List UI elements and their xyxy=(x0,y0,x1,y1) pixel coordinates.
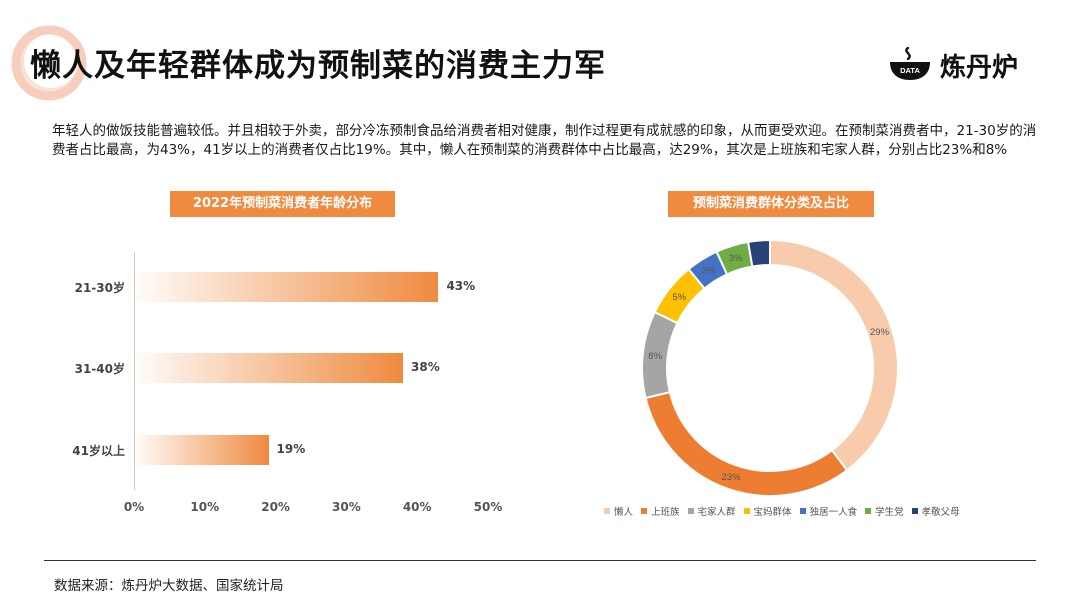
donut-slice-label: 8% xyxy=(648,351,662,362)
age-chart-title: 2022年预制菜消费者年龄分布 xyxy=(170,191,395,217)
legend-swatch xyxy=(911,508,918,514)
bar-value-label: 19% xyxy=(276,442,306,456)
x-tick-label: 40% xyxy=(402,500,432,514)
data-source: 数据来源：炼丹炉大数据、国家统计局 xyxy=(54,578,284,594)
legend-label: 懒人 xyxy=(614,507,634,518)
legend-item: 学生党 xyxy=(865,504,904,518)
legend-swatch xyxy=(743,508,750,514)
page-title: 懒人及年轻群体成为预制菜的消费主力军 xyxy=(30,48,606,84)
donut-slice-label: 23% xyxy=(722,472,742,483)
donut-slice-label: 5% xyxy=(672,292,686,303)
bar-category-label: 31-40岁 xyxy=(74,362,125,376)
legend-item: 懒人 xyxy=(604,504,633,518)
legend-swatch xyxy=(641,508,648,514)
legend-label: 学生党 xyxy=(875,507,904,518)
donut-slice xyxy=(769,238,899,472)
intro-paragraph: 年轻人的做饭技能普遍较低。并且相较于外卖，部分冷冻预制食品给消费者相对健康，制作… xyxy=(52,123,1037,158)
x-tick-label: 50% xyxy=(473,500,503,514)
legend-item: 上班族 xyxy=(641,504,680,518)
x-tick-label: 10% xyxy=(190,500,220,514)
legend-item: 宅家人群 xyxy=(687,504,736,518)
legend-swatch xyxy=(604,508,610,514)
brand-badge: DATA xyxy=(900,66,920,75)
data-bowl-icon: DATA xyxy=(890,46,930,80)
x-tick-label: 20% xyxy=(261,500,290,514)
donut-slice-label: 29% xyxy=(870,327,890,338)
age-bar xyxy=(134,353,404,383)
legend-item: 独居一人食 xyxy=(799,504,858,518)
group-donut-chart: 29% 23% 8% 5% 3% 3% xyxy=(641,238,899,497)
bar-category-label: 21-30岁 xyxy=(74,281,125,295)
legend-item: 宝妈群体 xyxy=(743,504,792,518)
legend-label: 独居一人食 xyxy=(809,507,858,518)
legend-label: 宝妈群体 xyxy=(753,507,792,518)
donut-slice-label: 3% xyxy=(729,253,743,264)
x-tick-label: 0% xyxy=(123,500,145,514)
donut-legend: 懒人 上班族 宅家人群 宝妈群体 独居一人食 学生党 孝敬父母 xyxy=(604,504,968,518)
donut-slice-label: 3% xyxy=(702,266,716,277)
donut-slice xyxy=(644,390,849,497)
age-bar xyxy=(134,435,269,465)
age-bar xyxy=(134,272,439,302)
footer-divider xyxy=(44,560,1036,561)
bar-category-label: 41岁以上 xyxy=(72,444,125,458)
brand-logo: DATA 炼丹炉 xyxy=(886,46,1018,84)
legend-item: 孝敬父母 xyxy=(911,504,960,518)
donut-slice xyxy=(746,238,771,268)
bar-value-label: 43% xyxy=(446,279,476,293)
brand-name: 炼丹炉 xyxy=(940,52,1019,83)
legend-swatch xyxy=(799,508,806,514)
group-chart-title: 预制菜消费群体分类及占比 xyxy=(668,191,874,217)
legend-swatch xyxy=(687,508,694,514)
brush-circle-decoration xyxy=(11,25,87,101)
legend-label: 孝敬父母 xyxy=(921,507,960,518)
legend-swatch xyxy=(865,508,872,514)
legend-label: 上班族 xyxy=(651,507,680,518)
bar-value-label: 38% xyxy=(411,360,440,374)
x-tick-label: 30% xyxy=(332,500,361,514)
legend-label: 宅家人群 xyxy=(697,507,736,518)
